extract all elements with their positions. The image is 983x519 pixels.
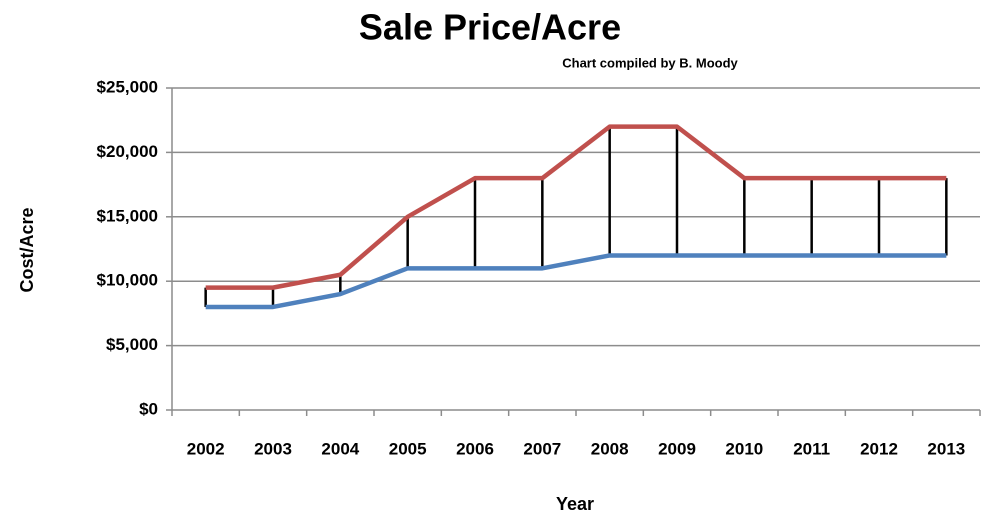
x-tick-label: 2003 (254, 439, 292, 458)
y-axis-label: Cost/Acre (17, 207, 37, 292)
y-tick-label: $25,000 (97, 77, 158, 96)
y-tick-label: $20,000 (97, 142, 158, 161)
x-tick-label: 2011 (793, 439, 830, 458)
series-line (205, 124, 947, 290)
x-tick-label: 2006 (456, 439, 494, 458)
y-tick-label: $15,000 (97, 206, 158, 225)
x-tick-label: 2007 (523, 439, 561, 458)
chart-subtitle: Chart compiled by B. Moody (562, 55, 738, 70)
x-tick-label: 2013 (927, 439, 965, 458)
y-tick-label: $0 (139, 399, 158, 418)
x-tick-label: 2012 (860, 439, 898, 458)
y-tick-label: $5,000 (106, 335, 158, 354)
chart-title: Sale Price/Acre (359, 7, 621, 48)
x-tick-label: 2010 (725, 439, 763, 458)
x-tick-label: 2004 (321, 439, 359, 458)
x-tick-label: 2002 (187, 439, 225, 458)
y-tick-label: $10,000 (97, 271, 158, 290)
x-tick-label: 2009 (658, 439, 696, 458)
x-tick-label: 2008 (591, 439, 629, 458)
series-line (205, 253, 947, 310)
x-axis-label: Year (556, 494, 594, 514)
x-tick-label: 2005 (389, 439, 427, 458)
